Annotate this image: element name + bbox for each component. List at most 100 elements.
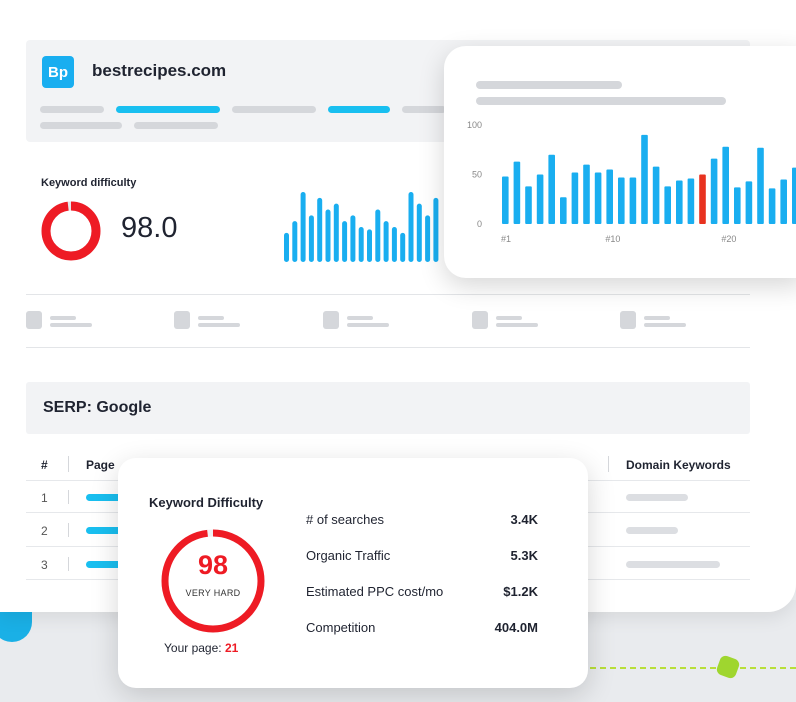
- nav-placeholder: [232, 106, 316, 113]
- chart-bar-highlighted[interactable]: [699, 174, 706, 225]
- mini-chart-bar: [416, 203, 422, 262]
- mini-chart-bar: [342, 221, 348, 262]
- row-page-link[interactable]: [86, 527, 122, 534]
- nav-tab-active[interactable]: [328, 106, 390, 113]
- chart-bar[interactable]: [710, 158, 718, 224]
- kd-score-ring: [161, 529, 265, 633]
- chart-bar[interactable]: [548, 154, 555, 224]
- chart-bar[interactable]: [757, 147, 764, 224]
- row-keywords-placeholder: [626, 494, 688, 501]
- chart-bar[interactable]: [745, 181, 753, 224]
- row-number: 1: [41, 491, 48, 505]
- chart-bar[interactable]: [571, 172, 579, 224]
- mini-chart-bar: [375, 209, 381, 262]
- chart-bar[interactable]: [583, 164, 590, 224]
- keyword-difficulty-label: Keyword difficulty: [41, 177, 137, 189]
- chart-bar[interactable]: [676, 180, 683, 224]
- subnav-placeholder: [134, 122, 218, 129]
- your-page-value: 21: [224, 641, 239, 655]
- chart-bar[interactable]: [525, 186, 532, 224]
- ranking-bar-chart: 100 50 0 #1 #10 #20: [467, 120, 796, 244]
- mini-chart-bar: [325, 209, 331, 262]
- mini-chart-bar: [333, 203, 339, 262]
- chart-bar[interactable]: [536, 174, 544, 225]
- mini-chart-bar: [383, 221, 389, 262]
- row-page-link[interactable]: [86, 561, 122, 568]
- metric-placeholder: [26, 310, 116, 332]
- row-number: 3: [41, 558, 48, 572]
- column-header-domain-keywords[interactable]: Domain Keywords: [626, 458, 731, 472]
- mini-chart-bar: [391, 227, 397, 262]
- chart-bar[interactable]: [513, 161, 521, 224]
- mini-chart-bar: [292, 221, 298, 262]
- row-keywords-placeholder: [626, 527, 678, 534]
- row-separator: [68, 557, 69, 571]
- stat-value-competition: 404.0M: [494, 620, 538, 635]
- stat-label-competition: Competition: [306, 620, 376, 635]
- column-header-page[interactable]: Page: [86, 458, 115, 472]
- divider: [26, 347, 750, 348]
- chart-title-placeholder: [476, 81, 622, 89]
- metric-placeholder: [472, 310, 562, 332]
- mini-chart-bar: [358, 227, 364, 262]
- chart-bar[interactable]: [606, 169, 613, 224]
- mini-chart-bar: [367, 229, 372, 262]
- chart-bar[interactable]: [768, 188, 776, 224]
- chart-bar[interactable]: [687, 178, 695, 224]
- stat-value-organic-traffic: 5.3K: [510, 548, 538, 563]
- serp-header: SERP: Google: [26, 382, 750, 434]
- chart-bar[interactable]: [502, 176, 509, 224]
- row-page-link[interactable]: [86, 494, 122, 501]
- row-separator: [68, 490, 69, 504]
- mini-chart-bar: [350, 215, 356, 262]
- row-number: 2: [41, 524, 48, 538]
- chart-bar[interactable]: [560, 197, 567, 224]
- column-header-number[interactable]: #: [41, 458, 48, 472]
- chart-bar[interactable]: [594, 172, 602, 224]
- chart-bar[interactable]: [722, 146, 729, 224]
- column-separator: [608, 456, 609, 472]
- subnav-placeholder: [40, 122, 122, 129]
- mini-bar-chart: [284, 192, 439, 262]
- mini-chart-bar: [317, 197, 323, 262]
- chart-bar[interactable]: [618, 177, 625, 224]
- chart-bar[interactable]: [792, 167, 796, 224]
- kd-score: 98: [197, 550, 229, 580]
- mini-chart-bar: [433, 197, 439, 262]
- chart-bar[interactable]: [734, 187, 741, 224]
- stat-value-ppc-cost: $1.2K: [503, 584, 538, 599]
- column-separator: [68, 456, 69, 472]
- chart-bar[interactable]: [652, 166, 660, 224]
- mini-chart-bar: [308, 215, 314, 262]
- x-tick-label: #10: [605, 234, 620, 244]
- serp-title: SERP: Google: [43, 399, 152, 416]
- divider: [26, 294, 750, 295]
- mini-chart-bar: [425, 215, 431, 262]
- difficulty-ring: [41, 201, 101, 261]
- keyword-difficulty-value: 98.0: [121, 212, 178, 244]
- y-tick-label: 50: [472, 170, 482, 180]
- site-name[interactable]: bestrecipes.com: [92, 61, 227, 80]
- y-tick-label: 100: [467, 120, 482, 130]
- kd-rating: VERY HARD: [185, 588, 241, 598]
- ranking-chart-card: 100 50 0 #1 #10 #20: [444, 46, 796, 278]
- chart-bar[interactable]: [641, 134, 648, 224]
- chart-subtitle-placeholder: [476, 97, 726, 105]
- chart-bar[interactable]: [780, 179, 787, 224]
- your-page-label: Your page:: [164, 641, 222, 655]
- row-separator: [68, 523, 69, 537]
- chart-bar[interactable]: [664, 186, 671, 224]
- decorative-dashed-line: [580, 667, 796, 669]
- x-tick-label: #1: [501, 234, 511, 244]
- nav-placeholder: [402, 106, 446, 113]
- mini-chart-bar: [300, 192, 306, 262]
- stat-label-searches: # of searches: [306, 512, 385, 527]
- chart-bar[interactable]: [629, 177, 637, 224]
- site-logo: Bp: [42, 56, 74, 88]
- kd-card-title: Keyword Difficulty: [149, 495, 264, 510]
- nav-tab-active[interactable]: [116, 106, 220, 113]
- mini-chart-bar: [284, 232, 289, 262]
- nav-placeholder: [40, 106, 104, 113]
- stat-label-organic-traffic: Organic Traffic: [306, 548, 391, 563]
- your-page-score: Your page: 21: [164, 641, 238, 655]
